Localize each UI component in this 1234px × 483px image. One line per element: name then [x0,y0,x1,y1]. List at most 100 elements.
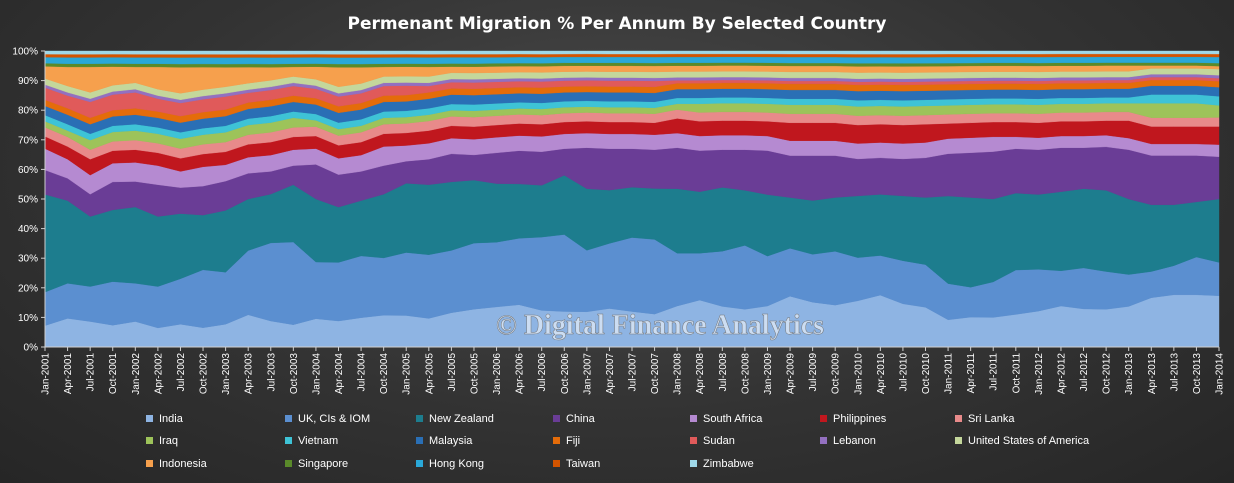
legend-swatch [553,437,560,444]
x-tick-label: Jul-2001 [86,353,97,392]
x-tick-label: Oct-2009 [831,353,842,395]
legend-item-sudan: Sudan [690,435,735,447]
x-tick-label: Jul-2008 [718,353,729,392]
x-tick-label: Jan-2009 [763,353,774,395]
y-tick-label: 10% [18,313,38,324]
x-tick-label: Apr-2002 [153,353,164,395]
legend-swatch [955,437,962,444]
x-tick-label: Jul-2006 [537,353,548,392]
legend-item-lebanon: Lebanon [820,435,876,447]
legend-item-united-states-of-america: United States of America [955,435,1090,447]
legend-item-taiwan: Taiwan [553,458,600,470]
area-hong-kong [44,56,1220,65]
x-tick-label: Apr-2005 [424,353,435,395]
x-tick-label: Oct-2008 [740,353,751,395]
y-tick-label: 100% [12,47,38,58]
legend-item-china: China [553,413,596,425]
area-zimbabwe [44,50,1220,55]
legend-swatch [553,415,560,422]
x-tick-label: Jan-2007 [582,353,593,395]
legend-item-uk-cis-iom: UK, CIs & IOM [285,413,370,425]
legend-item-new-zealand: New Zealand [416,413,494,425]
x-tick-label: Oct-2004 [379,353,390,395]
y-tick-label: 40% [18,224,38,235]
y-axis: 0% 10% 20% 30% 40% 50% 60% 70% 80% 90% 100% [12,47,46,354]
x-tick-label: Apr-2013 [1147,353,1158,395]
legend-swatch [146,460,153,467]
legend-label: Hong Kong [429,458,484,470]
x-tick-label: Jul-2004 [357,353,368,392]
y-tick-label: 0% [24,343,39,354]
chart-title: Permenant Migration % Per Annum By Selec… [348,14,887,34]
x-tick-label: Oct-2003 [289,353,300,395]
x-tick-label: Jan-2004 [311,353,322,395]
y-tick-label: 90% [18,76,38,87]
x-tick-label: Oct-2010 [921,353,932,395]
legend-item-south-africa: South Africa [690,413,763,425]
legend-label: Fiji [566,435,580,447]
x-tick-label: Jul-2013 [1169,353,1180,392]
x-tick-label: Jan-2005 [402,353,413,395]
legend-label: Indonesia [159,458,208,470]
x-tick-label: Apr-2001 [63,353,74,395]
legend: India UK, CIs & IOM New Zealand China South … [146,413,1090,470]
legend-swatch [955,415,962,422]
x-tick-label: Jul-2007 [628,353,639,392]
legend-label: South Africa [703,413,763,425]
legend-swatch [820,415,827,422]
x-tick-label: Oct-2002 [199,353,210,395]
x-tick-label: Oct-2012 [1102,353,1113,395]
x-tick-label: Jul-2002 [176,353,187,392]
legend-label: Lebanon [833,435,876,447]
legend-item-vietnam: Vietnam [285,435,338,447]
legend-swatch [416,437,423,444]
legend-item-hong-kong: Hong Kong [416,458,484,470]
legend-swatch [285,415,292,422]
legend-label: China [566,413,596,425]
x-tick-label: Oct-2005 [470,353,481,395]
x-tick-label: Jul-2009 [808,353,819,392]
x-tick-label: Jul-2010 [898,353,909,392]
legend-label: Iraq [159,435,178,447]
y-tick-label: 20% [18,283,38,294]
legend-swatch [553,460,560,467]
legend-item-zimbabwe: Zimbabwe [690,458,754,470]
legend-item-fiji: Fiji [553,435,580,447]
watermark: © Digital Finance Analytics [496,310,824,341]
x-tick-label: Jan-2014 [1215,353,1226,395]
legend-item-indonesia: Indonesia [146,458,208,470]
legend-swatch [820,437,827,444]
legend-swatch [285,437,292,444]
legend-swatch [690,460,697,467]
x-tick-label: Jan-2008 [673,353,684,395]
legend-item-singapore: Singapore [285,458,348,470]
legend-swatch [416,460,423,467]
legend-item-india: India [146,413,184,425]
x-tick-label: Oct-2013 [1192,353,1203,395]
x-tick-label: Jul-2012 [1079,353,1090,392]
x-tick-label: Oct-2001 [108,353,119,395]
legend-label: United States of America [968,435,1090,447]
legend-label: Singapore [298,458,348,470]
x-tick-label: Jan-2003 [221,353,232,395]
legend-swatch [690,437,697,444]
plot-area [44,50,1220,348]
legend-label: Sudan [703,435,735,447]
x-tick-label: Apr-2006 [515,353,526,395]
x-tick-label: Jan-2006 [492,353,503,395]
legend-label: India [159,413,184,425]
x-tick-label: Jan-2010 [853,353,864,395]
x-tick-label: Apr-2009 [786,353,797,395]
x-tick-label: Oct-2006 [560,353,571,395]
legend-swatch [416,415,423,422]
legend-label: New Zealand [429,413,494,425]
legend-item-philippines: Philippines [820,413,887,425]
x-tick-label: Jan-2001 [41,353,52,395]
y-tick-label: 80% [18,106,38,117]
legend-label: Malaysia [429,435,473,447]
legend-label: Philippines [833,413,887,425]
x-tick-label: Jan-2012 [1034,353,1045,395]
legend-swatch [146,437,153,444]
legend-swatch [285,460,292,467]
